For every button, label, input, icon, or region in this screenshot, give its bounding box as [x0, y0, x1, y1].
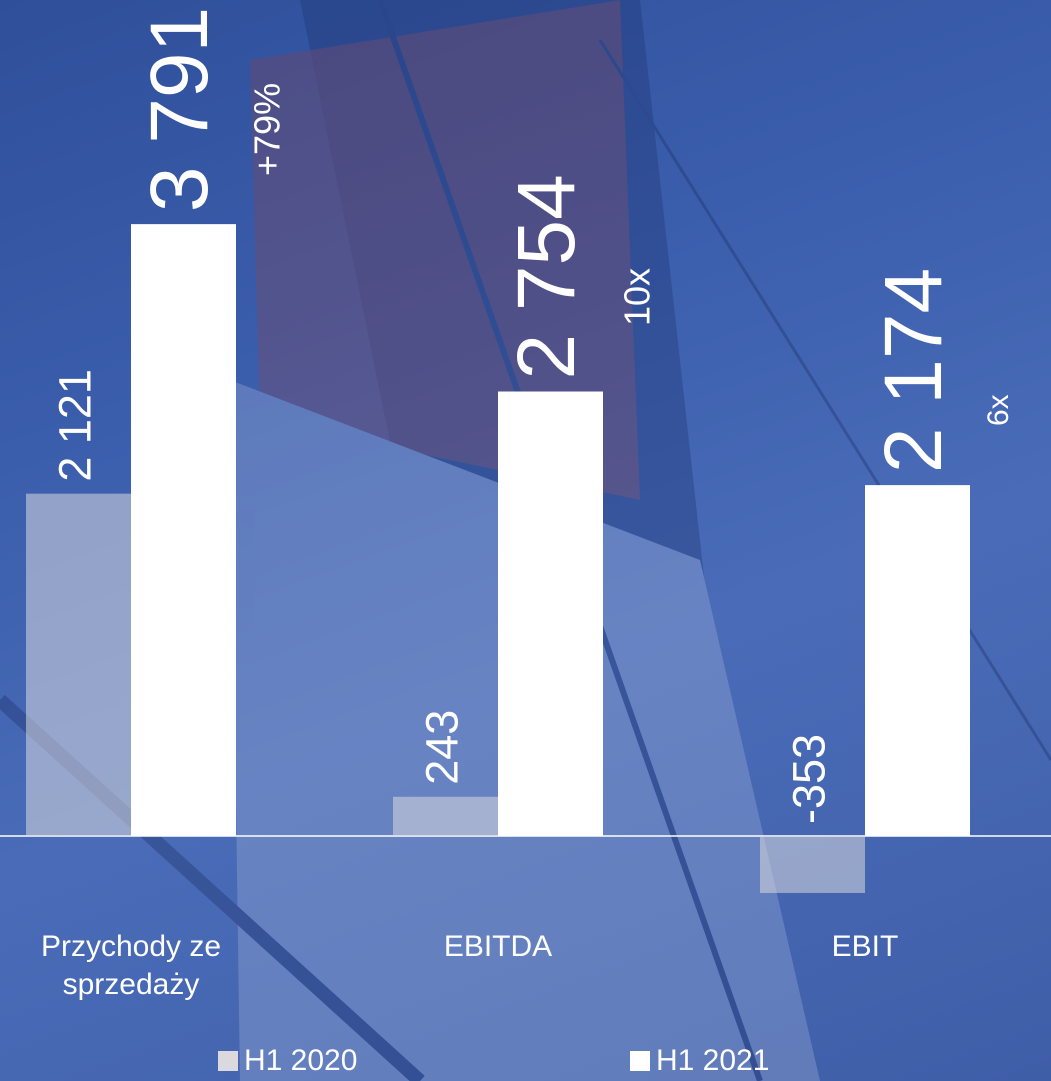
value-label: 2 754 [501, 174, 592, 379]
annotation: +79% [247, 83, 288, 176]
bar [498, 391, 603, 836]
bar [393, 796, 498, 836]
legend-label: H1 2021 [656, 1044, 770, 1077]
value-label: -353 [783, 734, 834, 824]
bar [760, 836, 865, 893]
annotation: 6x [982, 394, 1015, 426]
category-label: EBITDA [443, 930, 553, 963]
value-label: 2 174 [868, 268, 959, 473]
annotation: 10x [617, 268, 658, 326]
bar [26, 493, 131, 836]
legend-item: H1 2021 [630, 1044, 769, 1078]
legend-item: H1 2020 [218, 1044, 357, 1078]
category-label: EBIT [831, 930, 899, 963]
bar [865, 485, 970, 836]
value-label: 2 121 [49, 369, 100, 482]
legend-swatch [218, 1051, 238, 1071]
legend-swatch [630, 1051, 650, 1071]
value-label: 243 [416, 710, 467, 785]
bar [131, 224, 236, 837]
category-label: Przychody ze sprzedaży [40, 930, 222, 1001]
value-label: 3 791 [134, 7, 225, 212]
legend-label: H1 2020 [244, 1044, 358, 1077]
